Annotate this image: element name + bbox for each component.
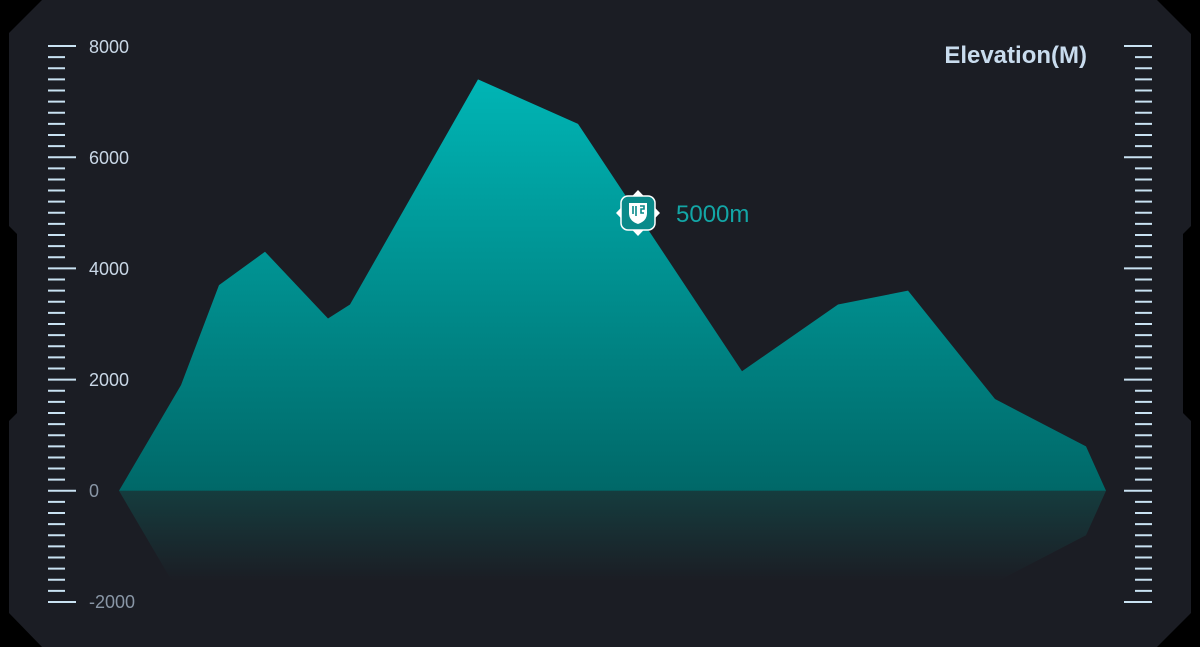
shield-glyph-detail <box>632 205 645 216</box>
elevation-reflection <box>119 490 1106 581</box>
y-tick-label: 8000 <box>89 37 129 57</box>
elevation-marker[interactable]: 5000m <box>616 190 749 236</box>
y-tick-label: 4000 <box>89 259 129 279</box>
chart-title: Elevation(M) <box>944 42 1087 69</box>
y-tick-label: -2000 <box>89 592 135 612</box>
y-tick-label: 0 <box>89 481 99 501</box>
marker-label: 5000m <box>676 201 749 228</box>
y-tick-label: 2000 <box>89 370 129 390</box>
elevation-area <box>119 79 1106 491</box>
y-tick-label: 6000 <box>89 148 129 168</box>
